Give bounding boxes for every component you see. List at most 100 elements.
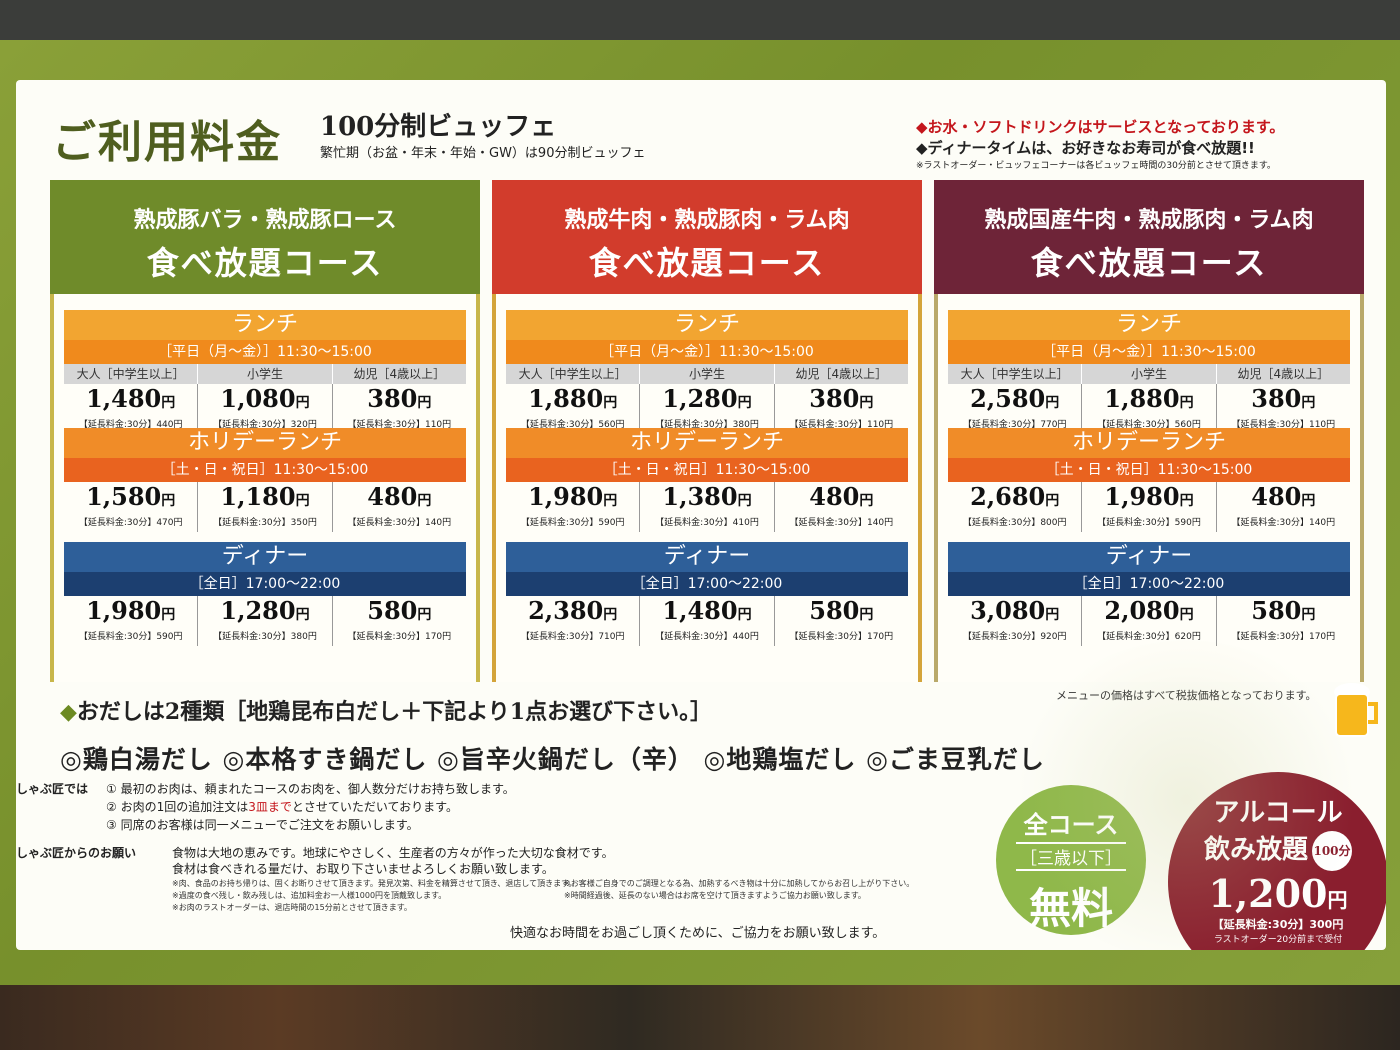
holiday-section: ホリデーランチ ［土・日・祝日］11:30～15:00 2,680円 【延長料金:30…	[948, 428, 1350, 532]
dinner-title: ディナー	[64, 542, 466, 572]
extension-fee: 【延長料金:30分】410円	[655, 518, 759, 528]
extension-fee: 【延長料金:30分】320円	[213, 420, 317, 430]
price-cell: 1,480円【延長料金:30分】440円	[64, 384, 199, 434]
price-value: 1,080円	[220, 384, 310, 413]
note-drinks: ◆お水・ソフトドリンクはサービスとなっております。	[916, 118, 1285, 136]
price-cell: 1,280円 【延長料金:30分】380円	[198, 596, 333, 646]
extension-fee: 【延長料金:30分】140円	[347, 518, 452, 528]
holiday-title: ホリデーランチ	[64, 428, 466, 458]
holiday-section: ホリデーランチ ［土・日・祝日］11:30～15:00 1,580円 【延長料金:30…	[64, 428, 466, 532]
tax-note: メニューの価格はすべて税抜価格となっております。	[1056, 689, 1317, 702]
price-value: 380円	[809, 384, 874, 413]
lunch-hours: ［平日（月～金）］11:30～15:00	[506, 340, 908, 364]
request-line-2: 食材は食べきれる量だけ、お取り下さいませよろしくお願い致します。	[172, 862, 554, 876]
price-card: ご利用料金 100分制ビュッフェ 繁忙期（お盆・年末・年始・GW）は90分制ビュ…	[16, 80, 1386, 950]
price-value: 580円	[367, 596, 432, 625]
price-value: 2,080円	[1104, 596, 1194, 625]
category-label: 小学生	[640, 364, 775, 384]
note-dinner-sushi: ◆ディナータイムは、お好きなお寿司が食べ放題!!	[916, 139, 1255, 157]
small-note-2: ※過度の食べ残し・飲み残しは、追加料金お一人様1000円を頂戴致します。	[172, 891, 447, 900]
price-cell: 2,680円【延長料金:30分】800円	[948, 482, 1083, 532]
price-value: 2,580円	[970, 384, 1060, 413]
price-row: 1,580円 【延長料金:30分】470円 1,180円 【延長料金:30分】350円…	[64, 482, 466, 532]
price-cell: 380円【延長料金:30分】110円	[775, 384, 908, 434]
note-last-order: ※ラストオーダー・ビュッフェコーナーは各ビュッフェ時間の30分前とさせて頂きます…	[916, 161, 1276, 171]
extension-fee: 【延長料金:30分】380円	[213, 632, 317, 642]
small-note-4: ※お客様ご自身でのご調理となる為、加熱するべき物は十分に加熱してからお召し上がり…	[564, 879, 915, 888]
price-value: 1,480円	[86, 384, 176, 413]
extension-fee: 【延長料金:30分】590円	[1097, 518, 1201, 528]
category-label: 小学生	[198, 364, 333, 384]
all-you-can-drink-badge: アルコール 飲み放題 100分 1,200円 【延長料金:30分】300円 ラスト…	[1168, 772, 1386, 950]
course-meat-types: 熟成国産牛肉・熟成豚肉・ラム肉	[984, 207, 1314, 233]
holiday-hours: ［土・日・祝日］11:30～15:00	[506, 458, 908, 482]
extension-fee: 【延長料金:30分】800円	[962, 518, 1067, 528]
extension-fee: 【延長料金:30分】590円	[520, 518, 625, 528]
price-row: 2,580円 【延長料金:30分】770円 1,880円 【延長料金:30分】560円…	[948, 384, 1350, 434]
extension-fee: 【延長料金:30分】440円	[655, 632, 759, 642]
extension-fee: 【延長料金:30分】170円	[347, 632, 452, 642]
price-cell: 1,280円 【延長料金:30分】380円	[640, 384, 775, 434]
extension-fee: 【延長料金:30分】350円	[213, 518, 317, 528]
course-column-1: 熟成豚バラ・熟成豚ロース 食べ放題コース ランチ ［平日（月～金）］11:30～15:…	[50, 180, 480, 682]
extension-fee: 【延長料金:30分】110円	[347, 420, 452, 430]
extension-fee: 【延長料金:30分】170円	[1231, 632, 1336, 642]
request-label: しゃぶ匠からのお願い	[16, 846, 137, 860]
dashi-heading: ◆おだしは2種類［地鶏昆布白だし＋下記より1点お選び下さい。］	[60, 699, 713, 725]
price-cell: 380円【延長料金:30分】110円	[1217, 384, 1350, 434]
lunch-section: ランチ ［平日（月～金）］11:30～15:00 大人［中学生以上］ 小学生 幼児［4歳…	[948, 310, 1350, 434]
price-value: 1,280円	[662, 384, 752, 413]
price-cell: 1,380円【延長料金:30分】410円	[640, 482, 775, 532]
price-cell: 1,880円 【延長料金:30分】560円	[506, 384, 641, 434]
price-row: 2,680円【延長料金:30分】800円 1,980円【延長料金:30分】590円…	[948, 482, 1350, 532]
price-value: 2,680円	[970, 482, 1060, 511]
price-cell: 3,080円 【延長料金:30分】920円	[948, 596, 1083, 646]
price-value: 1,380円	[662, 482, 752, 511]
category-row: 大人［中学生以上］ 小学生 幼児［4歳以上］	[506, 364, 908, 384]
category-label: 小学生	[1082, 364, 1217, 384]
price-cell: 2,380円 【延長料金:30分】710円	[506, 596, 641, 646]
price-cell: 1,580円 【延長料金:30分】470円	[64, 482, 199, 532]
free-badge-line3: 無料	[1028, 884, 1113, 933]
price-row: 3,080円 【延長料金:30分】920円 2,080円 【延長料金:30分】620円…	[948, 596, 1350, 646]
dinner-section: ディナー ［全日］17:00～22:00 2,380円 【延長料金:30分】710円 1…	[506, 542, 908, 646]
course-column-2: 熟成牛肉・熟成豚肉・ラム肉食べ放題コースランチ ［平日（月～金）］11:30～15…	[492, 180, 922, 682]
price-cell: 580円 【延長料金:30分】170円	[775, 596, 908, 646]
extension-fee: 【延長料金:30分】140円	[789, 518, 894, 528]
price-cell: 480円 【延長料金:30分】140円	[775, 482, 908, 532]
minutes-circle: 100分	[1312, 831, 1352, 871]
beer-mug-icon	[1334, 683, 1378, 737]
extension-fee: 【延長料金:30分】440円	[78, 420, 183, 430]
price-value: 1,980円	[1104, 482, 1194, 511]
price-value: 1,480円	[662, 596, 752, 625]
lunch-title: ランチ	[506, 310, 908, 340]
price-value: 480円	[1251, 482, 1316, 511]
dinner-section: ディナー ［全日］17:00～22:00 1,980円 【延長料金:30分】590円 1…	[64, 542, 466, 646]
extension-fee: 【延長料金:30分】110円	[1231, 420, 1336, 430]
free-badge-line2: ［三歳以下］	[1016, 842, 1126, 871]
price-cell: 1,480円【延長料金:30分】440円	[640, 596, 775, 646]
rule-item-1: ① 最初のお肉は、頼まれたコースのお肉を、御人数分だけお持ち致します。	[106, 782, 515, 796]
busy-season-note: 繁忙期（お盆・年末・年始・GW）は90分制ビュッフェ	[320, 146, 646, 161]
price-row: 1,980円【延長料金:30分】590円 1,380円【延長料金:30分】410円…	[506, 482, 908, 532]
course-meat-types: 熟成牛肉・熟成豚肉・ラム肉	[564, 207, 850, 233]
alcohol-drink-line: 飲み放題 100分	[1168, 829, 1386, 871]
course-name: 食べ放題コース	[588, 244, 826, 282]
page-title: ご利用料金	[52, 117, 282, 168]
holiday-section: ホリデーランチ ［土・日・祝日］11:30～15:00 1,980円 【延長料金:30…	[506, 428, 908, 532]
category-label: 大人［中学生以上］	[64, 364, 199, 384]
extension-fee: 【延長料金:30分】110円	[789, 420, 894, 430]
lunch-title: ランチ	[64, 310, 466, 340]
price-value: 1,980円	[528, 482, 618, 511]
extension-fee: 【延長料金:30分】710円	[520, 632, 625, 642]
price-value: 380円	[1251, 384, 1316, 413]
course-price-frame: ランチ ［平日（月～金）］11:30～15:00 大人［中学生以上］ 小学生 幼児［4歳…	[50, 294, 480, 682]
price-cell: 1,080円【延長料金:30分】320円	[198, 384, 333, 434]
extension-fee: 【延長料金:30分】920円	[962, 632, 1067, 642]
rule-item-2: ② お肉の1回の追加注文は3皿までとさせていただいております。	[106, 800, 458, 814]
course-price-frame: ランチ ［平日（月～金）］11:30～15:00 大人［中学生以上］ 小学生 幼児［4歳…	[934, 294, 1364, 682]
extension-fee: 【延長料金:30分】590円	[78, 632, 183, 642]
dinner-hours: ［全日］17:00～22:00	[64, 572, 466, 596]
extension-fee: 【延長料金:30分】140円	[1231, 518, 1336, 528]
free-for-toddlers-badge: 全コース ［三歳以下］ 無料	[996, 785, 1146, 935]
